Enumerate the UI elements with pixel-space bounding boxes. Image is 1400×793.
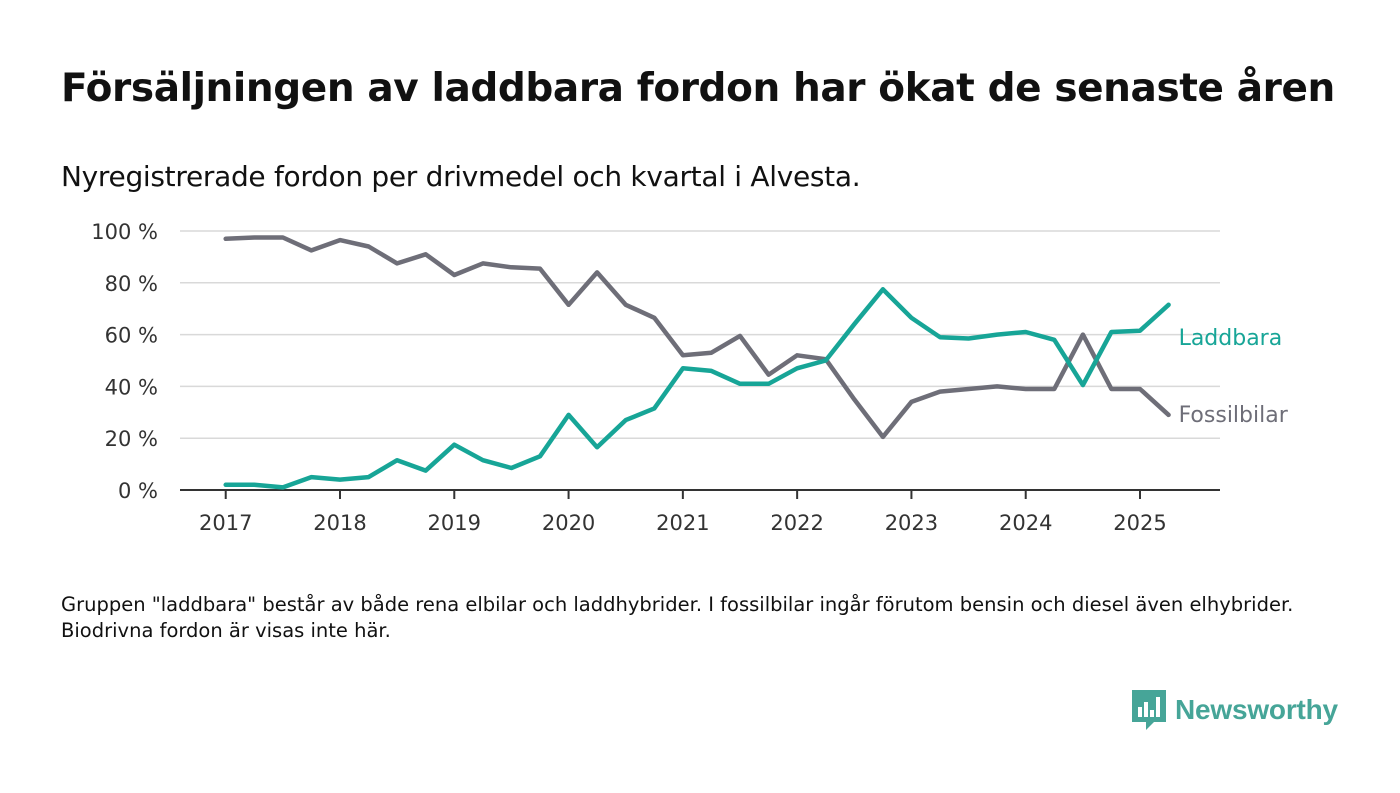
x-tick-label: 2022 — [770, 511, 823, 535]
chart-title: Försäljningen av laddbara fordon har öka… — [61, 66, 1335, 111]
y-tick-label: 20 % — [105, 427, 158, 451]
x-tick-label: 2018 — [313, 511, 366, 535]
y-tick-label: 60 % — [105, 324, 158, 348]
x-tick-label: 2025 — [1113, 511, 1166, 535]
y-tick-label: 40 % — [105, 375, 158, 399]
series-labels: Laddbara Fossilbilar — [1179, 326, 1289, 428]
y-tick-label: 100 % — [91, 220, 158, 244]
x-tick-label: 2017 — [199, 511, 252, 535]
x-tick-label: 2021 — [656, 511, 709, 535]
line-chart: 0 % 20 % 40 % 60 % 80 % 100 % 2017 2018 2019 202… — [91, 220, 1289, 535]
series-line-fossilbilar — [223, 235, 1171, 440]
brand-name: Newsworthy — [1175, 694, 1338, 725]
series-line-laddbara — [223, 287, 1171, 490]
x-tick-label: 2020 — [542, 511, 595, 535]
y-axis: 0 % 20 % 40 % 60 % 80 % 100 % — [91, 220, 158, 503]
brand-logo[interactable]: Newsworthy — [1132, 690, 1338, 730]
x-tick-label: 2023 — [885, 511, 938, 535]
x-axis: 2017 2018 2019 2020 2021 2022 2023 2024 2025 — [180, 489, 1220, 535]
x-tick-label: 2024 — [999, 511, 1052, 535]
y-tick-label: 80 % — [105, 272, 158, 296]
x-tick-label: 2019 — [428, 511, 481, 535]
series-lines — [223, 235, 1171, 490]
newsworthy-logo-icon — [1132, 690, 1166, 730]
series-label-laddbara: Laddbara — [1179, 326, 1283, 351]
y-tick-label: 0 % — [118, 479, 158, 503]
footnote: Gruppen "laddbara" består av både rena e… — [61, 593, 1294, 642]
chart-subtitle: Nyregistrerade fordon per drivmedel och … — [61, 160, 861, 193]
gridlines — [180, 230, 1220, 439]
series-label-fossilbilar: Fossilbilar — [1179, 403, 1289, 428]
